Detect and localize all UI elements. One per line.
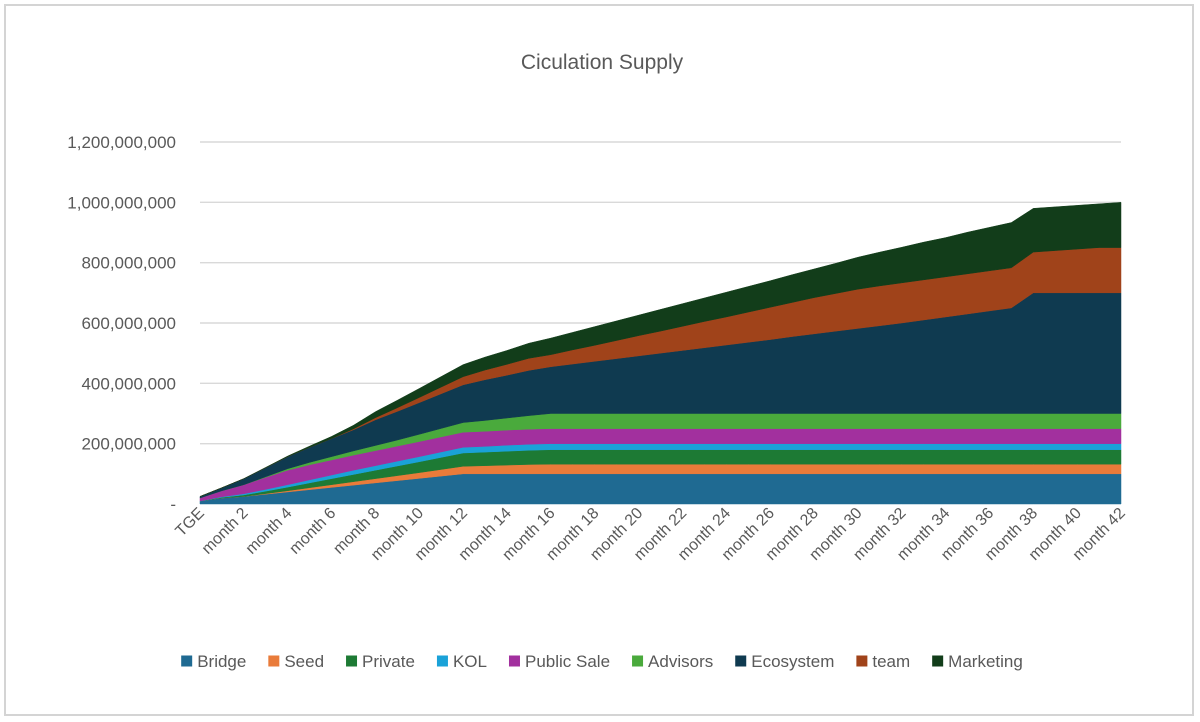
legend-label: Marketing [948,652,1023,671]
legend-item-seed: Seed [268,652,324,671]
legend-swatch [436,655,448,667]
legend-label: Ecosystem [751,652,834,671]
legend: Bridge Seed Private KOL Public Sale Advisors E… [181,652,1023,671]
area-series [199,202,1122,505]
y-tick-label: 1,200,000,000 [67,133,176,152]
y-tick-label: 800,000,000 [81,254,176,273]
legend-item-ecosystem: Ecosystem [735,652,834,671]
legend-label: Bridge [197,652,246,671]
area-marketing [199,202,1122,497]
legend-item-advisors: Advisors [632,652,713,671]
legend-item-marketing: Marketing [932,652,1023,671]
x-tick-label: TGE [173,505,208,540]
legend-item-kol: KOL [436,652,487,671]
legend-label: Public Sale [525,652,610,671]
x-tick-label: month 2 [199,505,252,558]
legend-swatch [735,655,747,667]
y-tick-label: 600,000,000 [81,314,176,333]
y-tick-label: 1,000,000,000 [67,193,176,212]
legend-item-bridge: Bridge [181,652,246,671]
chart-title: Ciculation Supply [521,51,684,74]
y-axis-ticks: - 200,000,000 400,000,000 600,000,000 800,00… [67,133,176,514]
legend-label: team [872,652,910,671]
legend-label: KOL [453,652,487,671]
y-tick-label: - [170,495,176,514]
y-tick-label: 200,000,000 [81,435,176,454]
legend-item-team: team [856,652,910,671]
legend-item-private: Private [346,652,415,671]
legend-swatch [932,655,944,667]
legend-label: Private [362,652,415,671]
x-tick-label: month 4 [243,505,296,558]
legend-swatch [856,655,868,667]
legend-item-public-sale: Public Sale [508,652,610,671]
legend-swatch [181,655,193,667]
x-tick-label: month 6 [286,505,339,558]
y-tick-label: 400,000,000 [81,374,176,393]
legend-swatch [508,655,520,667]
legend-swatch [268,655,280,667]
legend-swatch [346,655,358,667]
legend-swatch [632,655,644,667]
legend-label: Seed [284,652,324,671]
legend-label: Advisors [648,652,713,671]
